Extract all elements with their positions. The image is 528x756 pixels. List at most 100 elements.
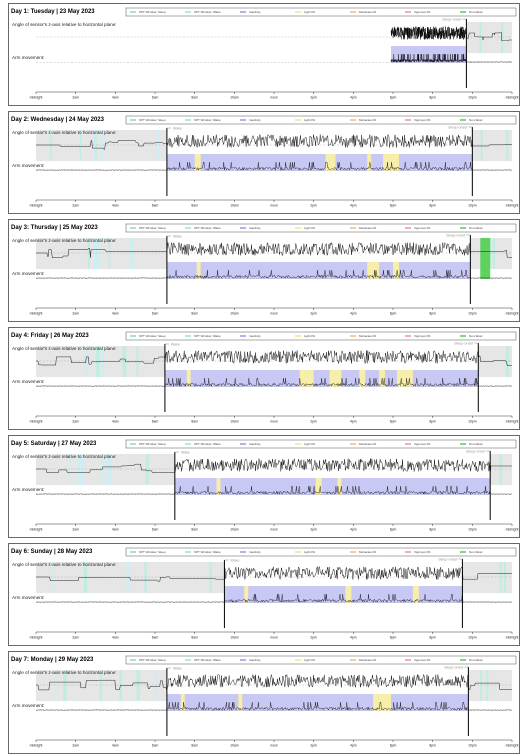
light-pa-band	[367, 262, 380, 279]
x-tick-label: 6am	[152, 744, 159, 748]
spt-window-band	[468, 670, 512, 701]
legend-label: Non-Wear	[469, 658, 483, 662]
spt-sleep-segment	[506, 130, 509, 161]
x-tick-label: 2pm	[310, 96, 317, 100]
angle-series-line	[36, 349, 512, 366]
x-tick-label: 4am	[112, 636, 119, 640]
x-tick-label: 8am	[191, 528, 198, 532]
x-tick-label: midnight	[30, 420, 43, 424]
legend-label: Inactivity	[249, 658, 261, 662]
x-tick-label: 6am	[152, 636, 159, 640]
legend-label: Non-Wear	[469, 442, 483, 446]
x-tick-label: 8pm	[429, 96, 436, 100]
spt-sleep-segment	[54, 670, 57, 701]
legend-label: Inactivity	[249, 334, 261, 338]
x-tick-label: noon	[270, 744, 278, 748]
spt-sleep-segment	[87, 238, 90, 269]
legend-label: SPT Window: Sleep	[139, 118, 166, 122]
arm-row-label: Arm movement:	[12, 595, 44, 600]
x-tick-label: noon	[270, 312, 278, 316]
legend-frame	[125, 547, 517, 557]
legend-label: SPT Window: Wake	[194, 334, 221, 338]
x-tick-label: 4pm	[350, 744, 357, 748]
x-tick-label: 2am	[72, 528, 79, 532]
legend: SPT Window: Sleep SPT Window: Wake Inactiv…	[125, 331, 517, 341]
legend-frame	[125, 223, 517, 233]
x-tick-label: 2am	[72, 636, 79, 640]
x-tick-label: 8am	[191, 636, 198, 640]
angle-row-label: Angle of sensor's z-axis relative to hor…	[12, 454, 117, 459]
x-tick-label: 4am	[112, 420, 119, 424]
x-tick-label: 8am	[191, 204, 198, 208]
x-tick-label: midnight	[30, 528, 43, 532]
legend-label: Vigorous PA	[414, 658, 430, 662]
day-title: Day 1: Tuesday | 23 May 2023	[11, 9, 95, 15]
legend-label: Light PA	[304, 550, 315, 554]
legend-label: Moderate PA	[359, 118, 376, 122]
legend-label: SPT Window: Sleep	[139, 226, 166, 230]
sleep-onset-label: Sleep-onset	[444, 666, 463, 670]
legend: SPT Window: Sleep SPT Window: Wake Inactiv…	[125, 439, 517, 449]
light-pa-band	[345, 586, 352, 603]
spt-sleep-segment	[93, 238, 96, 269]
x-tick-label: midnight	[506, 96, 519, 100]
x-tick-label: 10am	[230, 204, 239, 208]
panel-frame	[8, 435, 520, 538]
legend-label: Moderate PA	[359, 442, 376, 446]
x-tick-label: 10pm	[468, 636, 477, 640]
angle-row-label: Angle of sensor's z-axis relative to hor…	[12, 562, 117, 567]
day-panel: Day 1: Tuesday | 23 May 2023 SPT Window: …	[8, 3, 520, 106]
legend-label: Non-Wear	[469, 334, 483, 338]
day-title: Day 6: Sunday | 28 May 2023	[11, 549, 93, 555]
x-tick-label: 2pm	[310, 420, 317, 424]
sleep-onset-label: Sleep-onset	[446, 234, 465, 238]
panel-frame	[8, 3, 520, 106]
x-tick-label: 4am	[112, 96, 119, 100]
spt-sleep-segment	[144, 562, 147, 593]
angle-row-label: Angle of sensor's z-axis relative to hor…	[12, 22, 117, 27]
legend-frame	[125, 7, 517, 17]
spt-window-band	[36, 454, 175, 485]
x-tick-label: 8pm	[429, 528, 436, 532]
legend-label: Non-Wear	[469, 118, 483, 122]
x-tick-label: noon	[270, 204, 278, 208]
spt-sleep-segment	[507, 346, 510, 377]
spt-sleep-segment	[80, 454, 84, 485]
day-title: Day 7: Monday | 29 May 2023	[11, 657, 94, 663]
light-pa-band	[196, 262, 201, 279]
x-tick-label: 6pm	[390, 96, 397, 100]
legend-label: Non-Wear	[469, 550, 483, 554]
legend-frame	[125, 115, 517, 125]
arm-movement-series-line	[390, 54, 512, 63]
light-pa-band	[393, 262, 399, 279]
arm-movement-series-line	[35, 270, 513, 279]
legend-label: Vigorous PA	[414, 118, 430, 122]
x-tick-label: midnight	[506, 204, 519, 208]
x-tick-label: midnight	[30, 204, 43, 208]
day-panel: Day 6: Sunday | 28 May 2023 SPT Window: S…	[8, 543, 520, 646]
x-tick-label: 10am	[230, 528, 239, 532]
spt-sleep-segment	[130, 238, 134, 269]
x-tick-label: 2pm	[310, 744, 317, 748]
spt-sleep-segment	[84, 346, 88, 377]
sleep-onset-label: Sleep-onset	[454, 342, 473, 346]
x-tick-label: 6am	[152, 528, 159, 532]
day-panel: Day 2: Wednesday | 24 May 2023 SPT Window…	[8, 111, 520, 214]
angle-series-line	[36, 565, 512, 582]
spt-sleep-segment	[501, 22, 504, 53]
spt-sleep-segment	[136, 346, 139, 377]
x-tick-label: 4pm	[350, 204, 357, 208]
x-tick-label: 2am	[72, 312, 79, 316]
x-tick-label: 6pm	[390, 528, 397, 532]
inactivity-band	[224, 586, 463, 603]
x-tick-label: 4pm	[350, 96, 357, 100]
legend-label: Inactivity	[249, 10, 261, 14]
arm-row-label: Arm movement:	[12, 379, 44, 384]
x-tick-label: 10am	[230, 420, 239, 424]
x-tick-label: 4am	[112, 312, 119, 316]
spt-sleep-segment	[93, 130, 96, 161]
x-tick-label: 6pm	[390, 204, 397, 208]
legend-label: Vigorous PA	[414, 550, 430, 554]
x-tick-label: 10pm	[468, 528, 477, 532]
